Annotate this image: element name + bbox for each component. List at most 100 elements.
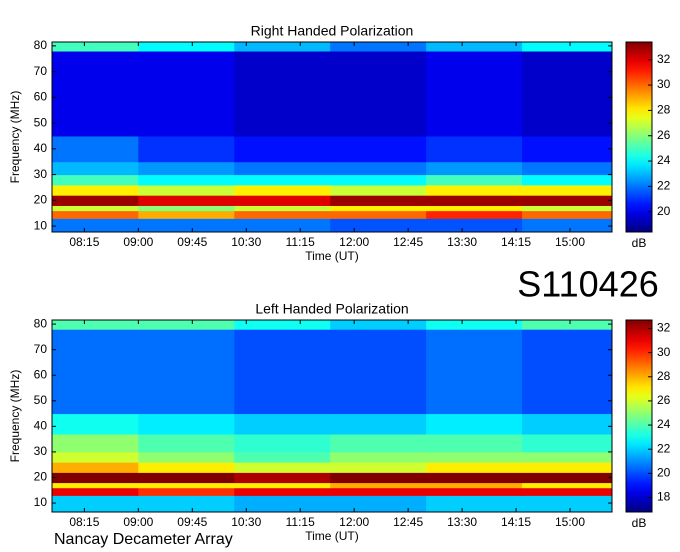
x-tick-label: 09:00	[123, 515, 153, 529]
heatmap-cell	[330, 210, 427, 219]
x-tick-label: 13:30	[447, 515, 477, 529]
heatmap-cell	[426, 205, 523, 212]
heatmap-cell	[426, 195, 523, 206]
heatmap-cell	[330, 487, 427, 496]
heatmap-cell	[426, 320, 523, 330]
heatmap-cell	[52, 218, 139, 233]
colorbar	[625, 319, 653, 513]
chart-title: Right Handed Polarization	[251, 23, 414, 39]
heatmap-cell	[234, 413, 331, 435]
heatmap-cell	[138, 434, 235, 453]
x-tick-label: 14:15	[501, 515, 531, 529]
heatmap-cell	[138, 161, 235, 176]
heatmap-cell	[426, 329, 523, 415]
colorbar-tick-label: 30	[657, 345, 671, 359]
heatmap-cell	[426, 434, 523, 453]
heatmap-cell	[234, 184, 331, 196]
x-tick-label: 08:15	[69, 235, 99, 249]
colorbar-tick-label: 28	[657, 369, 671, 383]
heatmap-cell	[138, 462, 235, 473]
heatmap-cell	[522, 218, 613, 233]
y-tick-label: 60	[34, 367, 48, 381]
heatmap-cell	[330, 434, 427, 453]
heatmap-cell	[138, 495, 235, 513]
y-tick-label: 40	[34, 419, 48, 433]
heatmap-cell	[234, 451, 331, 463]
heatmap-cell	[234, 495, 331, 513]
heatmap-cell	[52, 320, 139, 330]
heatmap-cell	[234, 210, 331, 219]
colorbar	[625, 41, 653, 233]
heatmap-cell	[138, 135, 235, 163]
heatmap-cell	[138, 210, 235, 219]
heatmap-cell	[138, 205, 235, 212]
heatmap-cell	[522, 487, 613, 496]
y-tick-label: 80	[34, 38, 48, 52]
heatmap-cell	[52, 462, 139, 473]
heatmap-cell	[330, 174, 427, 186]
y-tick-label: 50	[34, 393, 48, 407]
heatmap-cell	[522, 174, 613, 186]
heatmap-cell	[52, 487, 139, 496]
heatmap-cell	[138, 174, 235, 186]
heatmap-cell	[138, 51, 235, 137]
heatmap-cell	[522, 161, 613, 176]
colorbar-tick-label: 18	[657, 490, 671, 504]
x-tick-label: 10:30	[231, 515, 261, 529]
heatmap-cell	[330, 195, 427, 206]
heatmap-cell	[426, 413, 523, 435]
y-tick-label: 30	[34, 444, 48, 458]
x-tick-label: 15:00	[555, 515, 585, 529]
heatmap-cell	[330, 51, 427, 137]
heatmap-cell	[234, 195, 331, 206]
plot-frame	[51, 41, 613, 233]
heatmap-cell	[52, 135, 139, 163]
x-tick-label: 09:45	[177, 235, 207, 249]
heatmap-cell	[522, 329, 613, 415]
heatmap-cell	[522, 51, 613, 137]
heatmap-cell	[426, 42, 523, 52]
heatmap-cell	[330, 218, 427, 233]
x-tick-label: 11:15	[286, 515, 315, 529]
observation-label: S110426	[517, 264, 658, 305]
y-tick-label: 50	[34, 115, 48, 129]
colorbar-tick-label: 32	[657, 321, 671, 335]
heatmap-cell	[52, 174, 139, 186]
heatmap-cell	[234, 320, 331, 330]
y-axis-label: Frequency (MHz)	[8, 91, 22, 184]
heatmap-cell	[138, 472, 235, 484]
heatmap-cell	[138, 329, 235, 415]
heatmap-cell	[234, 135, 331, 163]
heatmap-cell	[426, 51, 523, 137]
heatmap-cell	[330, 413, 427, 435]
heatmap-cell	[234, 434, 331, 453]
heatmap-cell	[330, 495, 427, 513]
heatmap-cell	[234, 218, 331, 233]
heatmap-cell	[522, 482, 613, 489]
heatmap-cell	[522, 195, 613, 206]
heatmap-cell	[52, 210, 139, 219]
heatmap-cell	[330, 161, 427, 176]
colorbar-tick-label: 26	[657, 128, 671, 142]
y-tick-label: 20	[34, 193, 48, 207]
y-tick-label: 70	[34, 64, 48, 78]
colorbar-tick-label: 30	[657, 77, 671, 91]
x-axis-label: Time (UT)	[305, 249, 359, 263]
heatmap-cell	[234, 487, 331, 496]
heatmap-cell	[426, 174, 523, 186]
heatmap-cell	[52, 195, 139, 206]
heatmap-cell	[426, 184, 523, 196]
y-axis-label: Frequency (MHz)	[8, 370, 22, 463]
heatmap-cell	[330, 329, 427, 415]
heatmap-cell	[234, 472, 331, 484]
heatmap-cell	[426, 487, 523, 496]
x-tick-label: 11:15	[286, 235, 315, 249]
heatmap-cell	[52, 205, 139, 212]
chart-title: Left Handed Polarization	[255, 301, 408, 317]
x-tick-label: 09:45	[177, 515, 207, 529]
heatmap-cell	[138, 195, 235, 206]
colorbar-tick-label: 22	[657, 441, 671, 455]
y-tick-label: 80	[34, 316, 48, 330]
heatmap-cell	[234, 329, 331, 415]
heatmap-cell	[52, 161, 139, 176]
